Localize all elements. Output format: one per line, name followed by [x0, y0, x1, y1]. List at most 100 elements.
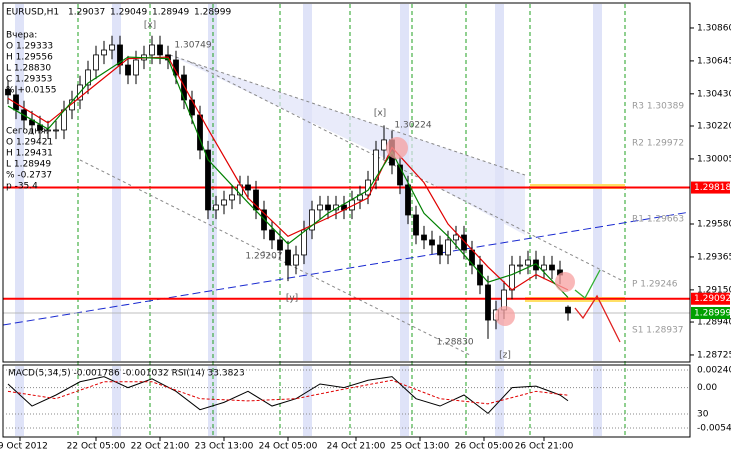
- candle-body: [229, 194, 235, 201]
- candle-body: [221, 199, 227, 206]
- moving-average: [7, 56, 569, 298]
- x-tick-label: 26 Oct 21:00: [515, 442, 574, 452]
- candle-body: [101, 49, 107, 56]
- candle-body: [245, 184, 251, 191]
- session-band: [15, 366, 24, 436]
- x-tick-label: 23 Oct 13:00: [195, 442, 254, 452]
- x-tick-label: 24 Oct 21:00: [327, 442, 386, 452]
- level-label-bg: [691, 292, 730, 305]
- candle-body: [317, 204, 323, 211]
- candle-body: [157, 44, 163, 56]
- y-tick-label: 1.29365: [697, 252, 731, 262]
- macd-tick-label: 0.00: [697, 383, 717, 393]
- annotation: [y]: [286, 294, 298, 304]
- highlight: [555, 272, 575, 292]
- candle-body: [285, 249, 291, 266]
- macd-tick-label: -0.00549: [697, 424, 731, 434]
- main-panel: [3, 35, 690, 339]
- macd-line: [7, 379, 569, 405]
- pivot-label: R2 1.29972: [632, 139, 684, 149]
- candle-body: [109, 44, 115, 51]
- y-tick-label: 1.28940: [697, 318, 731, 328]
- highlight: [386, 137, 408, 159]
- candle-body: [309, 209, 315, 231]
- header-close: 1.28999: [194, 8, 231, 18]
- candle-body: [461, 234, 467, 251]
- candle-body: [517, 264, 523, 267]
- annotation: 1.28830: [436, 338, 473, 348]
- info-text: Вчера:: [6, 31, 37, 41]
- y-tick-label: 1.30860: [697, 23, 731, 33]
- x-tick-label: 19 Oct 2012: [0, 442, 48, 452]
- x-tick-label: 24 Oct 05:00: [259, 442, 318, 452]
- info-text: H 1.29431: [6, 149, 53, 159]
- candle-body: [541, 264, 547, 271]
- candle-body: [437, 244, 443, 256]
- channel-line: [169, 54, 526, 176]
- candle-body: [253, 189, 259, 211]
- candle-body: [85, 69, 91, 86]
- level-label: 1.29818: [694, 183, 731, 193]
- info-text: O 1.29421: [6, 138, 53, 148]
- candle-body: [429, 239, 435, 246]
- info-text: L 1.28830: [6, 64, 51, 74]
- candle-body: [413, 214, 419, 236]
- candle-body: [133, 59, 139, 76]
- info-text: Сегодня:: [6, 127, 49, 137]
- annotation: 1.30749: [174, 41, 211, 51]
- candle-body: [93, 54, 99, 71]
- candle-body: [525, 259, 531, 266]
- info-text: O 1.29333: [6, 42, 53, 52]
- candle-body: [365, 179, 371, 196]
- candle-body: [453, 234, 459, 241]
- macd-title: MACD(5,34,5) -0.001786 -0.001032 RSI(14)…: [8, 369, 245, 379]
- macd-frame: [2, 364, 691, 438]
- main-frame: [2, 2, 691, 363]
- candle-body: [269, 229, 275, 241]
- pivot-label: R1 1.29663: [632, 215, 684, 225]
- projection: [574, 294, 621, 343]
- x-tick-label: 26 Oct 05:00: [455, 442, 514, 452]
- annotation: [z]: [499, 351, 511, 361]
- candle-body: [277, 239, 283, 251]
- header-low: 1.28949: [152, 8, 189, 18]
- session-band: [112, 366, 121, 436]
- y-tick-label: 1.29580: [697, 220, 731, 230]
- candle-body: [381, 139, 387, 151]
- info-text: % +0.0155: [6, 86, 56, 96]
- session-band: [303, 4, 312, 361]
- session-band: [112, 4, 121, 361]
- rsi-tick-label: 30: [697, 410, 709, 420]
- zone: [530, 184, 625, 189]
- y-tick-label: 1.29150: [697, 285, 731, 295]
- pivot-label: R3 1.30389: [632, 102, 684, 112]
- info-text: C 1.29353: [6, 75, 52, 85]
- header-open: 1.29037: [68, 8, 105, 18]
- last-price-label: 1.28999: [694, 308, 731, 318]
- candle-body: [213, 204, 219, 211]
- level-label: 1.29092: [694, 294, 731, 304]
- x-tick-label: 22 Oct 05:00: [67, 442, 126, 452]
- trend-line: [2, 211, 691, 326]
- candle-body: [565, 306, 571, 314]
- x-tick-label: 25 Oct 13:00: [391, 442, 450, 452]
- info-text: L 1.28949: [6, 160, 51, 170]
- y-tick-label: 1.30430: [697, 89, 731, 99]
- session-band: [400, 4, 409, 361]
- pivot-label: P 1.29246: [632, 280, 678, 290]
- info-text: H 1.29556: [6, 53, 53, 63]
- chart-title: EURUSD,H1: [6, 8, 59, 18]
- candle-body: [549, 264, 555, 271]
- pivot-label: S1 1.28937: [632, 326, 684, 336]
- candle-body: [293, 254, 299, 266]
- session-band: [593, 4, 602, 361]
- session-band: [208, 366, 217, 436]
- candle-body: [325, 204, 331, 211]
- annotation: 1.30224: [394, 121, 431, 131]
- info-text: p -35.4: [6, 182, 38, 192]
- candle-body: [445, 239, 451, 256]
- info-text: % -0.2737: [6, 171, 52, 181]
- candle-body: [125, 64, 131, 76]
- y-tick-label: 1.30005: [697, 154, 731, 164]
